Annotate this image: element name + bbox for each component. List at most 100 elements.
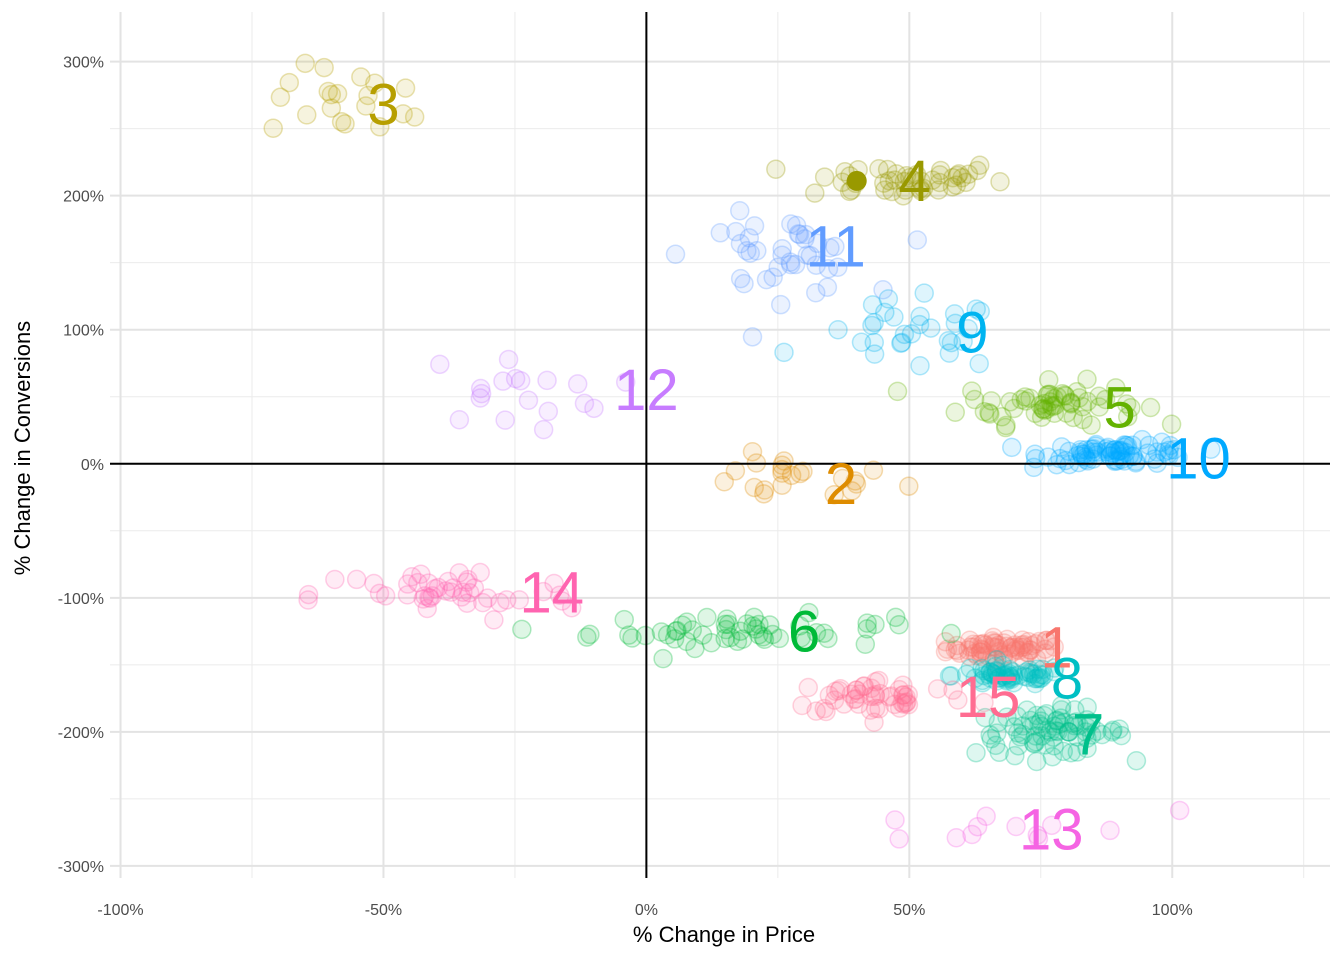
cluster-14-point	[552, 591, 572, 611]
cluster-label-15: 15	[956, 665, 1021, 730]
cluster-10-point	[1117, 436, 1138, 456]
cluster-2-point	[842, 481, 862, 501]
cluster-10-point	[1002, 437, 1022, 458]
cluster-5-point	[1061, 393, 1081, 413]
cluster-9-point	[939, 343, 960, 363]
cluster-5-point	[1016, 391, 1036, 411]
cluster-8-point	[1001, 669, 1021, 690]
cluster-8-point	[980, 662, 1001, 682]
cluster-8-point	[1000, 668, 1021, 688]
cluster-7-point	[1046, 721, 1066, 741]
cluster-8-point	[965, 668, 986, 688]
cluster-7-point	[1053, 741, 1074, 762]
cluster-4-point	[805, 183, 825, 203]
cluster-1-point	[1035, 639, 1055, 659]
cluster-3-point	[365, 73, 385, 93]
cluster-15-point	[893, 675, 913, 695]
cluster-8-point	[974, 665, 994, 686]
cluster-10-point	[1109, 440, 1130, 461]
cluster-1-point	[1018, 642, 1039, 663]
cluster-14-point	[418, 573, 439, 593]
cluster-6-point	[795, 631, 816, 651]
cluster-9-point	[891, 333, 911, 353]
x-axis-label: % Change in Price	[633, 922, 815, 947]
cluster-12-point	[533, 419, 554, 440]
cluster-8-point	[972, 672, 993, 693]
cluster-7-point	[1076, 722, 1096, 742]
cluster-1-point	[997, 629, 1017, 650]
cluster-6-point	[730, 621, 751, 641]
cluster-6-point	[685, 638, 705, 659]
cluster-3-point	[404, 107, 425, 127]
cluster-1-point	[960, 637, 980, 657]
cluster-7-point	[1026, 732, 1046, 752]
cluster-5-point	[1031, 407, 1052, 427]
cluster-11-point	[817, 277, 838, 297]
cluster-2-point	[846, 474, 867, 494]
y-tick-label: -100%	[58, 591, 104, 608]
cluster-1-point	[996, 636, 1017, 657]
cluster-4-point	[766, 159, 786, 179]
cluster-10-point	[1115, 442, 1136, 463]
cluster-4-point	[911, 171, 931, 191]
cluster-7-point	[987, 723, 1007, 743]
cluster-4-point	[879, 171, 900, 191]
cluster-15-point	[894, 694, 914, 714]
cluster-2-point	[845, 471, 865, 491]
cluster-6-point	[857, 619, 877, 639]
cluster-10-point	[1119, 445, 1140, 466]
cluster-1-point	[959, 646, 980, 667]
cluster-10-point	[1110, 446, 1131, 467]
cluster-6-point	[855, 634, 876, 655]
cluster-7-point	[1047, 710, 1067, 731]
cluster-7-point	[1077, 710, 1097, 730]
cluster-label-13: 13	[1019, 798, 1084, 863]
cluster-7-point	[997, 707, 1017, 727]
cluster-10-point	[1147, 442, 1167, 462]
cluster-3-point	[314, 57, 334, 78]
cluster-8-point	[1028, 667, 1049, 688]
cluster-8-point	[956, 664, 977, 685]
cluster-15-point	[824, 690, 845, 710]
cluster-4-point	[947, 165, 968, 186]
cluster-4-point	[913, 178, 934, 199]
cluster-5-point	[995, 417, 1016, 438]
cluster-5-point	[1037, 385, 1058, 405]
cluster-15-point	[885, 694, 905, 715]
cluster-9-point	[945, 313, 966, 334]
cluster-8-point	[1000, 666, 1021, 687]
cluster-8-point	[1003, 672, 1024, 693]
cluster-8-point	[980, 668, 1001, 688]
cluster-4-point	[911, 181, 931, 201]
cluster-7-point	[1061, 742, 1081, 763]
cluster-1-point	[1035, 643, 1056, 663]
cluster-10-point	[1083, 439, 1104, 459]
cluster-6-point	[577, 627, 597, 647]
cluster-5-point	[1055, 386, 1076, 406]
cluster-11-point	[730, 268, 751, 289]
highlight-point	[846, 170, 867, 191]
cluster-15-point	[889, 698, 910, 718]
cluster-10-point	[1070, 442, 1090, 463]
cluster-10-point	[1126, 451, 1146, 472]
cluster-2-point	[742, 441, 763, 462]
cluster-5-point	[1047, 387, 1068, 407]
cluster-7-point	[1036, 703, 1057, 724]
cluster-9-point	[953, 331, 973, 352]
cluster-12-point	[584, 398, 604, 419]
cluster-6-point	[791, 628, 811, 648]
cluster-10-point	[1100, 446, 1121, 467]
cluster-6-point	[737, 614, 757, 634]
cluster-15-point	[848, 694, 869, 714]
cluster-11-point	[739, 228, 760, 248]
cluster-5-point	[1040, 384, 1060, 405]
cluster-6-point	[749, 614, 769, 635]
cluster-13-point	[1028, 828, 1049, 849]
cluster-10-point	[1132, 429, 1152, 450]
cluster-2-point	[793, 461, 813, 482]
cluster-14-point	[459, 583, 480, 603]
cluster-6-point	[677, 612, 697, 632]
cluster-14-point	[415, 586, 435, 606]
cluster-15-point	[869, 699, 889, 719]
